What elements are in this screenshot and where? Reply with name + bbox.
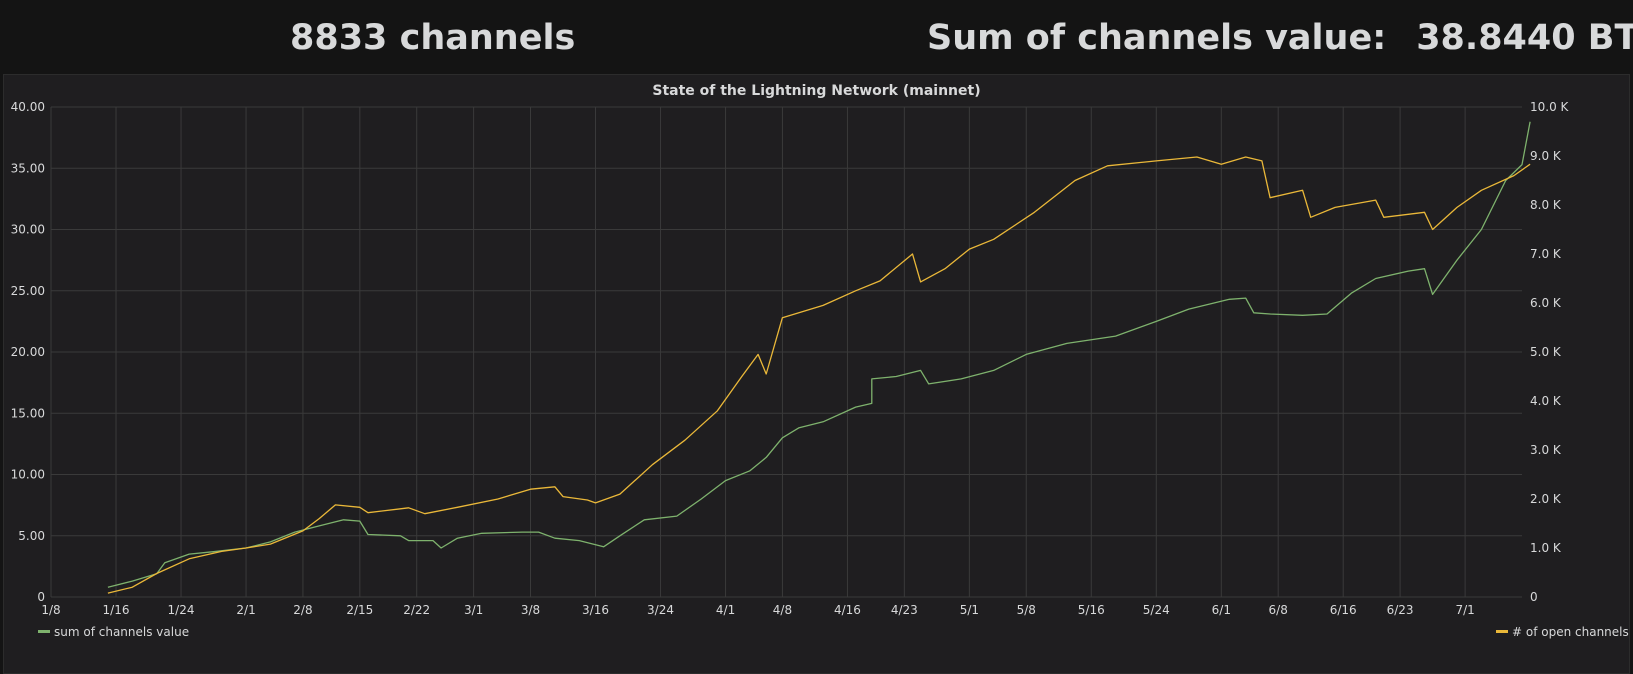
y-left-tick-label: 35.00	[11, 161, 45, 175]
x-tick-label: 2/1	[236, 603, 255, 617]
x-tick-label: 5/1	[960, 603, 979, 617]
legend-label-value: sum of channels value	[54, 625, 190, 639]
y-left-tick-label: 0	[37, 590, 45, 604]
chart-title[interactable]: State of the Lightning Network (mainnet)	[652, 83, 981, 99]
y-left-tick-label: 15.00	[11, 406, 45, 420]
x-tick-label: 2/22	[403, 603, 430, 617]
y-left-tick-label: 25.00	[11, 284, 45, 298]
legend-label-channels: # of open channels	[1512, 625, 1629, 639]
chart-panel: State of the Lightning Network (mainnet)…	[3, 74, 1630, 674]
y-left-tick-label: 30.00	[11, 223, 45, 237]
y-left-tick-label: 20.00	[11, 345, 45, 359]
x-tick-label: 6/1	[1212, 603, 1231, 617]
y-right-tick-label: 0	[1530, 590, 1538, 604]
y-right-tick-label: 9.0 K	[1530, 149, 1562, 163]
x-tick-label: 4/1	[716, 603, 735, 617]
y-right-tick-label: 8.0 K	[1530, 198, 1562, 212]
x-tick-label: 5/8	[1017, 603, 1036, 617]
channel-value-label: Sum of channels value:	[927, 18, 1387, 58]
y-right-tick-label: 3.0 K	[1530, 443, 1562, 457]
x-tick-label: 6/16	[1330, 603, 1357, 617]
y-right-tick-label: 7.0 K	[1530, 247, 1562, 261]
x-tick-label: 4/8	[773, 603, 792, 617]
y-left-tick-label: 40.00	[11, 100, 45, 114]
x-tick-label: 1/24	[168, 603, 195, 617]
legend-swatch-channels	[1496, 630, 1508, 633]
y-right-tick-label: 4.0 K	[1530, 394, 1562, 408]
line-chart: 0 5.00 10.00 15.00 20.00 25.00 30.00 35.00 40.00…	[11, 100, 1570, 617]
x-tick-label: 3/24	[647, 603, 674, 617]
x-tick-label: 4/16	[834, 603, 861, 617]
x-tick-label: 6/23	[1387, 603, 1414, 617]
x-tick-label: 1/16	[103, 603, 130, 617]
channel-value-stat: Sum of channels value: 38.8440 BTC	[927, 8, 1633, 68]
series-line-value	[107, 121, 1531, 588]
y-left-tick-label: 10.00	[11, 468, 45, 482]
channel-value-amount: 38.8440 BTC	[1416, 18, 1633, 58]
x-tick-label: 3/1	[464, 603, 483, 617]
legend-item-channels[interactable]: # of open channels	[1496, 625, 1629, 639]
x-tick-label: 6/8	[1269, 603, 1288, 617]
y-left-tick-label: 5.00	[18, 529, 45, 543]
y-right-tick-label: 1.0 K	[1530, 541, 1562, 555]
x-tick-label: 5/16	[1078, 603, 1105, 617]
y-right-tick-label: 10.0 K	[1530, 100, 1570, 114]
series-line-channels	[107, 156, 1531, 594]
x-tick-label: 7/1	[1455, 603, 1474, 617]
x-tick-label: 4/23	[891, 603, 918, 617]
x-tick-label: 3/8	[521, 603, 540, 617]
x-tick-label: 1/8	[41, 603, 60, 617]
legend-item-value[interactable]: sum of channels value	[38, 625, 189, 639]
x-tick-label: 5/24	[1143, 603, 1170, 617]
legend-swatch-value	[38, 630, 50, 633]
y-right-tick-label: 5.0 K	[1530, 345, 1562, 359]
y-right-tick-label: 6.0 K	[1530, 296, 1562, 310]
x-tick-label: 2/8	[293, 603, 312, 617]
x-tick-label: 2/15	[346, 603, 373, 617]
x-tick-label: 3/16	[582, 603, 609, 617]
channel-count-stat: 8833 channels	[290, 18, 576, 58]
y-right-tick-label: 2.0 K	[1530, 492, 1562, 506]
